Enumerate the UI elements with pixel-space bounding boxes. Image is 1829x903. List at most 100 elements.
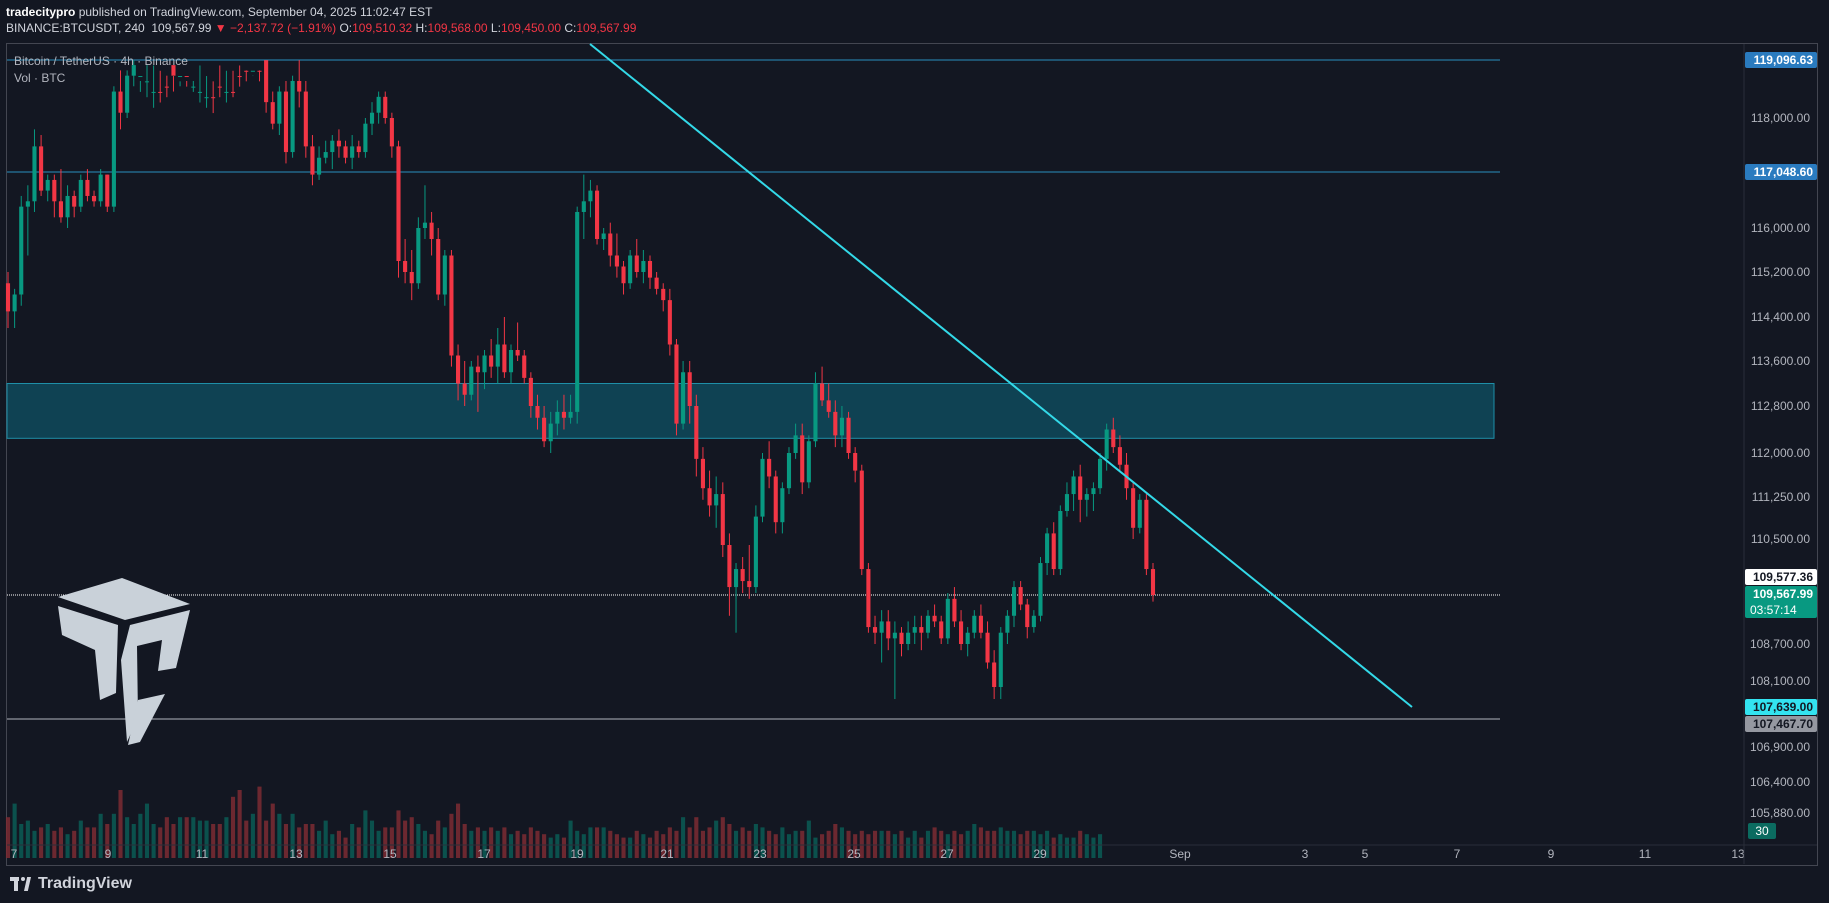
candle [674,339,679,436]
volume-bar [264,820,269,858]
candle-body [1051,533,1056,570]
candle [5,272,11,328]
price-label-box [1745,586,1817,618]
volume-bar [588,827,593,858]
candle [290,75,295,158]
candle [641,250,646,284]
y-axis-tick-label: 110,500.00 [1751,532,1810,546]
candle-body [85,179,90,196]
volume-bar [118,790,123,858]
volume-bar [32,830,37,858]
candle [482,350,487,390]
low-label: L: [490,21,501,35]
volume-bar [125,817,130,858]
candle-body [634,255,639,272]
volume-bar [303,824,308,858]
volume-bar [277,813,282,858]
x-axis-tick-label: 17 [477,847,491,861]
candle [85,169,90,202]
last-price: 109,567.99 [151,21,212,35]
candle-body [1104,429,1109,459]
footer [0,868,1829,903]
volume-bar [449,813,454,858]
y-axis-tick-label: 108,100.00 [1750,674,1810,688]
candle-body [369,112,375,124]
candle-body [899,632,904,644]
candle-body [184,76,189,78]
candle [952,587,957,628]
volume-bar [806,820,811,858]
candle-body [786,453,792,489]
candle-body [727,545,732,588]
candle-body [932,615,937,622]
author-name[interactable]: tradecitypro [6,5,76,19]
volume-bar [528,827,533,858]
candle [932,604,937,628]
volume-bar [872,830,878,858]
volume-bar [1038,834,1043,858]
tradingview-brand[interactable]: TradingView [10,875,132,893]
candle [747,545,752,599]
publish-header: tradecitypro published on TradingView.co… [0,0,1829,42]
candle [257,70,262,82]
candle-body [707,488,712,506]
candle-body [820,383,825,401]
volume-bar [694,817,699,858]
candle-body [211,97,216,99]
candle [707,470,712,517]
candle-body [806,441,811,483]
y-axis-tick-label: 106,400.00 [1750,775,1810,789]
chart-frame[interactable] [6,43,1818,866]
candle [158,70,163,103]
y-axis-tick-label: 118,000.00 [1751,111,1810,125]
price-chart[interactable]: 118,000.00 117,048.60 116,000.00 115,200.00… [0,0,1829,868]
volume-bar [442,827,447,858]
candle [839,406,844,448]
candle-body [767,458,772,477]
x-axis-tick-label: 19 [570,847,584,861]
volume-bar [257,786,262,858]
candle [270,91,275,130]
candle-body [178,76,183,78]
candle-body [105,174,110,207]
candle-body [52,179,57,202]
candle-body [859,470,864,570]
candle [575,206,580,424]
candle-body [601,233,606,239]
volume-bar [681,817,686,858]
candle-body [482,355,487,373]
candle [376,91,381,124]
candle [184,76,189,87]
candle-body [469,366,474,395]
candle [1084,488,1089,517]
volume-bar [283,824,289,858]
volume-bar [939,830,944,858]
tradingview-logo-icon [10,877,32,891]
candle-body [1031,615,1036,628]
candle-body [1131,488,1136,528]
volume-bar [396,810,401,858]
candle [138,76,143,92]
candle [1018,581,1023,611]
high-label: H: [415,21,428,35]
volume-bar [998,827,1003,858]
y-axis-tick-label: 105,880.00 [1750,806,1810,820]
candle [528,372,533,418]
candle [19,195,24,306]
candle-body [277,91,282,124]
candle [12,288,17,328]
candle [449,250,454,367]
volume-bar [555,834,560,858]
candle-body [535,406,540,418]
candle-body [839,417,844,436]
volume-bar [952,830,957,858]
y-axis-tick-label: 113,600.00 [1751,354,1810,368]
candle [939,615,944,644]
candle [224,70,229,103]
candle [780,482,785,534]
price-label-value: 107,639.00 [1753,700,1813,714]
candle-body [456,355,461,384]
candle [1005,610,1010,644]
candle [542,406,547,448]
candle [52,174,57,218]
